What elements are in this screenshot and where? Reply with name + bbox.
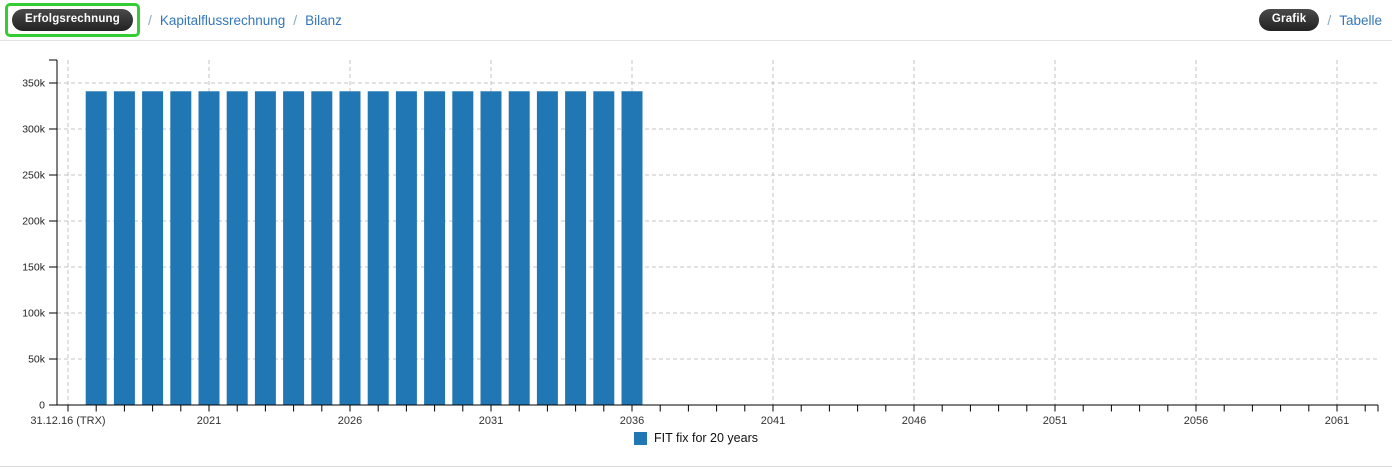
breadcrumb-left: Erfolgsrechnung / Kapitalflussrechnung /… [5,3,342,37]
tab-bilanz[interactable]: Bilanz [305,12,342,28]
y-tick-label: 150k [22,262,46,274]
active-tab-highlight: Erfolgsrechnung [5,3,141,37]
bar-2036[interactable] [621,91,643,405]
separator-slash: / [293,12,298,28]
chart-canvas: 0 50k 100k 150k 200k 250k 300k 350k 31.12.16 (TR… [22,59,1379,427]
bar-2022[interactable] [226,91,248,405]
y-tick-label: 350k [22,78,46,90]
x-tick-label: 2046 [902,415,926,427]
bar-2030[interactable] [452,91,474,405]
bar-2023[interactable] [254,91,276,405]
legend-swatch-icon [634,431,648,445]
x-tick-label: 2061 [1325,415,1349,427]
tab-erfolgsrechnung[interactable]: Erfolgsrechnung [12,9,134,31]
x-tick-label: 2056 [1184,415,1208,427]
bar-2027[interactable] [367,91,389,405]
y-tick-label: 50k [28,354,46,366]
chart-legend: FIT fix for 20 years [0,430,1392,446]
y-tick-label: 100k [22,308,46,320]
bar-2018[interactable] [113,91,135,405]
bar-2033[interactable] [536,91,558,405]
view-switcher: Grafik / Tabelle [1258,9,1382,31]
x-tick-label: 2036 [620,415,644,427]
bar-2032[interactable] [508,91,530,405]
view-tabelle-button[interactable]: Tabelle [1339,12,1382,28]
bar-chart: 0 50k 100k 150k 200k 250k 300k 350k 31.12.16 (TR… [0,42,1392,466]
bar-2034[interactable] [565,91,587,405]
x-tick-label: 2031 [479,415,503,427]
y-tick-label: 200k [22,216,46,228]
separator-slash: / [148,12,152,28]
x-tick-label: 2041 [761,415,785,427]
x-tick-label: 2051 [1043,415,1067,427]
y-tick-label: 300k [22,124,46,136]
x-start-label: 31.12.16 (TRX) [30,415,105,427]
view-grafik-button[interactable]: Grafik [1258,9,1320,31]
bar-2035[interactable] [593,91,615,405]
x-tick-label: 2021 [197,415,221,427]
bar-2024[interactable] [283,91,305,405]
y-tick-label: 250k [22,170,46,182]
bar-2026[interactable] [339,91,361,405]
bar-2020[interactable] [170,91,192,405]
x-tick-label: 2026 [338,415,362,427]
bar-2019[interactable] [142,91,164,405]
legend-label: FIT fix for 20 years [654,431,758,445]
bar-2028[interactable] [395,91,417,405]
toolbar: Erfolgsrechnung / Kapitalflussrechnung /… [0,0,1392,41]
bar-2021[interactable] [198,91,220,405]
bar-2031[interactable] [480,91,502,405]
separator-slash: / [1327,12,1332,28]
bar-2025[interactable] [311,91,333,405]
tab-kapitalflussrechnung[interactable]: Kapitalflussrechnung [159,12,286,28]
bar-2017[interactable] [85,91,107,405]
y-tick-label: 0 [39,400,45,412]
bar-2029[interactable] [424,91,446,405]
bottom-divider [0,466,1392,467]
